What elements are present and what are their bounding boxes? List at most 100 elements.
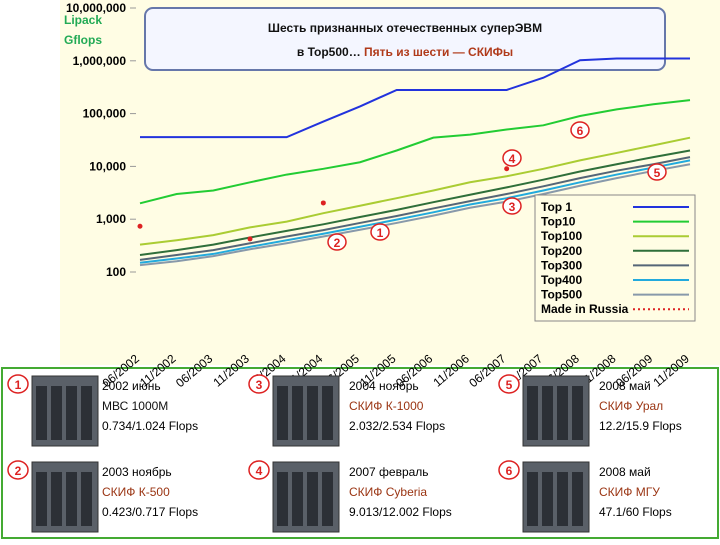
photo-detail: [36, 386, 47, 440]
item-number-badge: [7, 460, 29, 480]
item-number-badge: [248, 374, 270, 394]
item-number: 4: [256, 464, 263, 478]
photo-detail: [36, 472, 47, 526]
item-number: 3: [256, 378, 263, 392]
item-flops: 0.734/1.024 Flops: [102, 419, 198, 433]
photo-detail: [307, 472, 318, 526]
y-tick-label: 100,000: [83, 107, 127, 121]
legend-label: Top500: [541, 288, 582, 302]
y-label: Gflops: [64, 33, 102, 47]
legend-label: Made in Russia: [541, 302, 629, 316]
item-date: 2007 февраль: [349, 465, 429, 479]
callout-label: 5: [654, 166, 661, 180]
y-tick-label: 10,000,000: [66, 1, 126, 15]
series-line: [139, 159, 691, 264]
item-date: 2002 июнь: [102, 379, 161, 393]
photo-detail: [292, 472, 303, 526]
photo-detail: [557, 472, 568, 526]
item-name: СКИФ Cyberia: [349, 485, 427, 499]
callout: [502, 149, 522, 167]
callout-label: 2: [334, 236, 341, 250]
item-name: СКИФ МГУ: [599, 485, 660, 499]
photo-detail: [277, 386, 288, 440]
item-number: 2: [15, 464, 22, 478]
series-line: [139, 136, 691, 246]
title: в Top500… Пять из шести — СКИФы: [297, 45, 513, 59]
item-flops: 2.032/2.534 Flops: [349, 419, 445, 433]
photo-detail: [277, 472, 288, 526]
y-tick-label: 1,000: [96, 212, 126, 226]
photo-detail: [322, 472, 333, 526]
photo-detail: [322, 386, 333, 440]
series-line: [139, 156, 691, 261]
photo-detail: [66, 386, 77, 440]
panel: [1, 367, 719, 539]
photo-detail: [51, 386, 62, 440]
legend-label: Top200: [541, 244, 582, 258]
callout: [502, 197, 522, 215]
item-date: 2008 май: [599, 465, 651, 479]
photo-detail: [572, 386, 583, 440]
photo-detail: [81, 472, 92, 526]
photo-detail: [66, 472, 77, 526]
legend-label: Top400: [541, 273, 582, 287]
photo-detail: [527, 472, 538, 526]
series-line: [139, 99, 691, 205]
series-line: [139, 149, 691, 256]
item-flops: 9.013/12.002 Flops: [349, 505, 452, 519]
callout-label: 6: [577, 124, 584, 138]
title-part: Пять из шести — СКИФы: [364, 45, 513, 59]
item-name: СКИФ Урал: [599, 399, 663, 413]
series-line: [139, 163, 691, 267]
item-name: СКИФ К-1000: [349, 399, 424, 413]
callout: [647, 163, 667, 181]
y-tick-label: 1,000,000: [73, 54, 127, 68]
item-number: 6: [506, 464, 513, 478]
title: Шесть признанных отечественных суперЭВМ: [268, 21, 542, 35]
item-number-badge: [7, 374, 29, 394]
point: [504, 166, 510, 172]
legend: [534, 194, 696, 322]
item-flops: 0.423/0.717 Flops: [102, 505, 198, 519]
y-label: Lipack: [64, 13, 102, 27]
photo-detail: [527, 386, 538, 440]
photo-detail: [557, 386, 568, 440]
item-date: 2003 ноябрь: [102, 465, 172, 479]
photo-detail: [542, 472, 553, 526]
y-tick-label: 100: [106, 265, 126, 279]
point: [137, 223, 143, 229]
callout-label: 1: [377, 226, 384, 240]
item-number: 1: [15, 378, 22, 392]
title-box: [144, 7, 666, 71]
y-tick-label: 10,000: [89, 159, 126, 173]
legend-label: Top100: [541, 229, 582, 243]
legend-label: Top 1: [541, 200, 572, 214]
item-flops: 12.2/15.9 Flops: [599, 419, 682, 433]
photo-detail: [307, 386, 318, 440]
item-name: МВС 1000М: [102, 399, 168, 413]
callout: [370, 223, 390, 241]
item-flops: 47.1/60 Flops: [599, 505, 672, 519]
photo-detail: [81, 386, 92, 440]
item-number-badge: [498, 374, 520, 394]
photo-detail: [51, 472, 62, 526]
series-line: [140, 57, 690, 139]
item-name: СКИФ К-500: [102, 485, 170, 499]
item-number-badge: [498, 460, 520, 480]
legend-label: Top300: [541, 258, 582, 272]
callout-label: 4: [509, 152, 516, 166]
photo-detail: [292, 386, 303, 440]
item-date: 2004 ноябрь: [349, 379, 419, 393]
legend-label: Top10: [541, 215, 576, 229]
callout-label: 3: [509, 200, 516, 214]
item-number-badge: [248, 460, 270, 480]
item-date: 2008 май: [599, 379, 651, 393]
photo-detail: [572, 472, 583, 526]
photo-detail: [542, 386, 553, 440]
point: [320, 200, 326, 206]
callout: [570, 121, 590, 139]
point: [247, 236, 253, 242]
callout: [327, 233, 347, 251]
title-part: в Top500…: [297, 45, 364, 59]
